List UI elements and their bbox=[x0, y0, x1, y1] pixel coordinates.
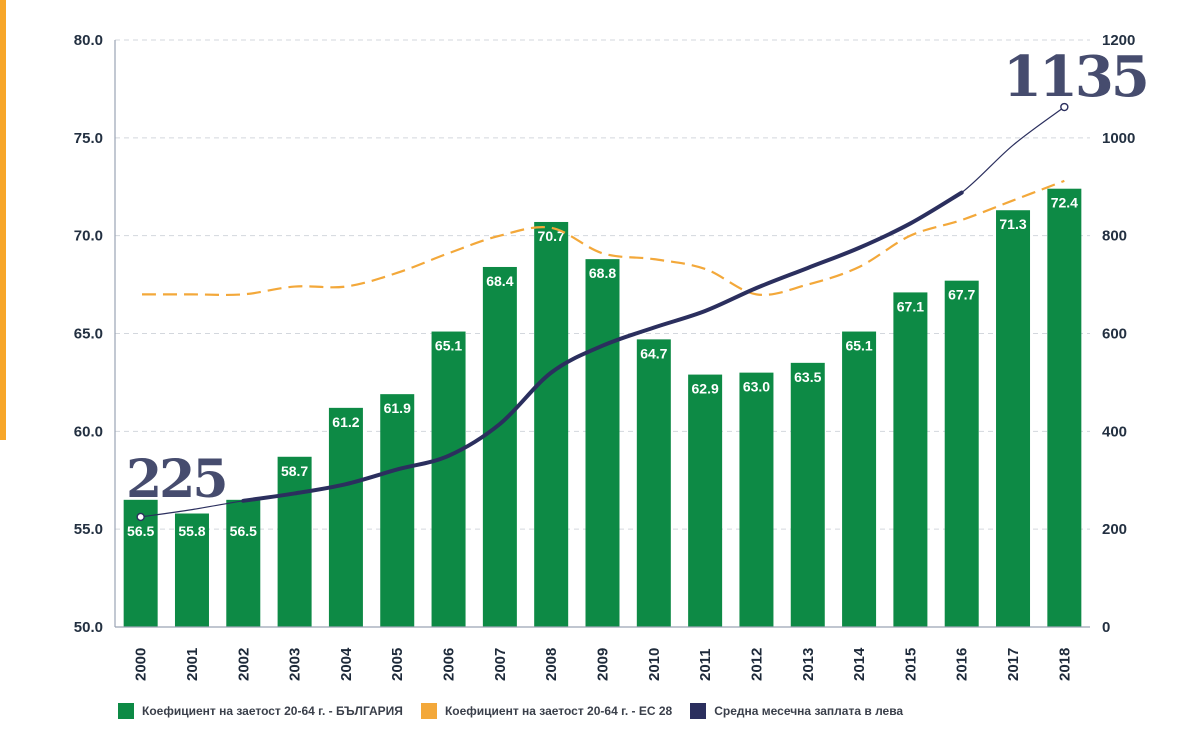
legend-item-eu: Коефициент на заетост 20-64 г. - ЕС 28 bbox=[421, 703, 672, 719]
legend-item-salary: Средна месечна заплата в лева bbox=[690, 703, 903, 719]
bar-value-label: 64.7 bbox=[640, 345, 667, 361]
bar-value-label: 71.3 bbox=[999, 216, 1026, 232]
x-tick-label: 2017 bbox=[1005, 648, 1022, 681]
x-tick-label: 2018 bbox=[1056, 648, 1073, 681]
bar-value-label: 65.1 bbox=[435, 338, 462, 354]
y-left-tick-label: 60.0 bbox=[74, 423, 103, 440]
bar-value-label: 56.5 bbox=[230, 523, 257, 539]
bar-2013 bbox=[791, 363, 825, 627]
legend-label-salary: Средна месечна заплата в лева bbox=[714, 704, 903, 718]
y-right-tick-label: 600 bbox=[1102, 326, 1127, 343]
x-tick-label: 2015 bbox=[902, 648, 919, 681]
bar-2016 bbox=[945, 281, 979, 627]
y-right-tick-label: 800 bbox=[1102, 228, 1127, 245]
salary-endpoint-marker bbox=[137, 513, 144, 520]
bar-2011 bbox=[688, 375, 722, 627]
legend-swatch-eu bbox=[421, 703, 437, 719]
x-tick-label: 2014 bbox=[851, 647, 868, 681]
y-left-tick-label: 65.0 bbox=[74, 326, 103, 343]
y-right-tick-label: 1000 bbox=[1102, 130, 1135, 147]
annotations: 225 1135 bbox=[126, 44, 1147, 520]
y-left-tick-label: 75.0 bbox=[74, 130, 103, 147]
bar-value-label: 65.1 bbox=[845, 338, 872, 354]
legend-label-eu: Коефициент на заетост 20-64 г. - ЕС 28 bbox=[445, 704, 672, 718]
bar-value-label: 67.7 bbox=[948, 287, 975, 303]
y-right-tick-label: 200 bbox=[1102, 521, 1127, 538]
x-tick-label: 2000 bbox=[133, 648, 150, 681]
bar-series bbox=[124, 189, 1082, 627]
x-tick-label: 2009 bbox=[595, 648, 612, 681]
x-tick-label: 2007 bbox=[492, 648, 509, 681]
bar-2007 bbox=[483, 267, 517, 627]
y-right-tick-label: 0 bbox=[1102, 619, 1110, 636]
bar-value-label: 72.4 bbox=[1051, 195, 1078, 211]
legend-swatch-salary bbox=[690, 703, 706, 719]
bar-value-label: 56.5 bbox=[127, 523, 154, 539]
y-left-tick-label: 80.0 bbox=[74, 32, 103, 49]
legend: Коефициент на заетост 20-64 г. - БЪЛГАРИ… bbox=[118, 703, 921, 719]
bar-value-label: 68.8 bbox=[589, 265, 616, 281]
bar-value-label: 63.5 bbox=[794, 369, 821, 385]
salary-end-label: 1135 bbox=[1003, 44, 1147, 110]
x-tick-label: 2013 bbox=[800, 648, 817, 681]
bar-2008 bbox=[534, 222, 568, 627]
bar-2009 bbox=[586, 259, 620, 627]
bar-value-label: 55.8 bbox=[178, 523, 205, 539]
x-tick-label: 2004 bbox=[338, 647, 355, 681]
bar-2003 bbox=[278, 457, 312, 627]
y-left-tick-label: 50.0 bbox=[74, 619, 103, 636]
bar-2015 bbox=[893, 292, 927, 627]
x-tick-label: 2008 bbox=[543, 648, 560, 681]
x-tick-label: 2005 bbox=[389, 648, 406, 681]
legend-item-bulgaria: Коефициент на заетост 20-64 г. - БЪЛГАРИ… bbox=[118, 703, 403, 719]
x-tick-label: 2012 bbox=[748, 648, 765, 681]
bar-value-label: 67.1 bbox=[897, 298, 924, 314]
bar-value-label: 63.0 bbox=[743, 379, 770, 395]
x-tick-label: 2002 bbox=[235, 648, 252, 681]
bar-2004 bbox=[329, 408, 363, 627]
bar-2018 bbox=[1047, 189, 1081, 627]
y-left-tick-label: 70.0 bbox=[74, 228, 103, 245]
bar-value-label: 68.4 bbox=[486, 273, 513, 289]
legend-label-bulgaria: Коефициент на заетост 20-64 г. - БЪЛГАРИ… bbox=[142, 704, 403, 718]
bar-value-label: 61.9 bbox=[384, 400, 411, 416]
legend-swatch-bulgaria bbox=[118, 703, 134, 719]
x-tick-label: 2010 bbox=[646, 648, 663, 681]
bar-2002 bbox=[226, 500, 260, 627]
y-left-tick-label: 55.0 bbox=[74, 521, 103, 538]
x-tick-label: 2011 bbox=[697, 648, 714, 681]
bar-value-label: 61.2 bbox=[332, 414, 359, 430]
bar-2006 bbox=[432, 332, 466, 627]
chart-svg: 56.555.856.558.761.261.965.168.470.768.8… bbox=[0, 0, 1200, 748]
x-tick-label: 2003 bbox=[287, 648, 304, 681]
x-tick-label: 2001 bbox=[184, 648, 201, 681]
bar-2010 bbox=[637, 339, 671, 627]
bar-2005 bbox=[380, 394, 414, 627]
bar-value-label: 58.7 bbox=[281, 463, 308, 479]
bar-2012 bbox=[739, 373, 773, 627]
bar-value-label: 62.9 bbox=[692, 381, 719, 397]
bar-2017 bbox=[996, 210, 1030, 627]
y-right-tick-label: 400 bbox=[1102, 423, 1127, 440]
x-tick-label: 2006 bbox=[441, 648, 458, 681]
x-tick-label: 2016 bbox=[954, 648, 971, 681]
bar-2014 bbox=[842, 332, 876, 627]
salary-start-label: 225 bbox=[126, 449, 226, 510]
